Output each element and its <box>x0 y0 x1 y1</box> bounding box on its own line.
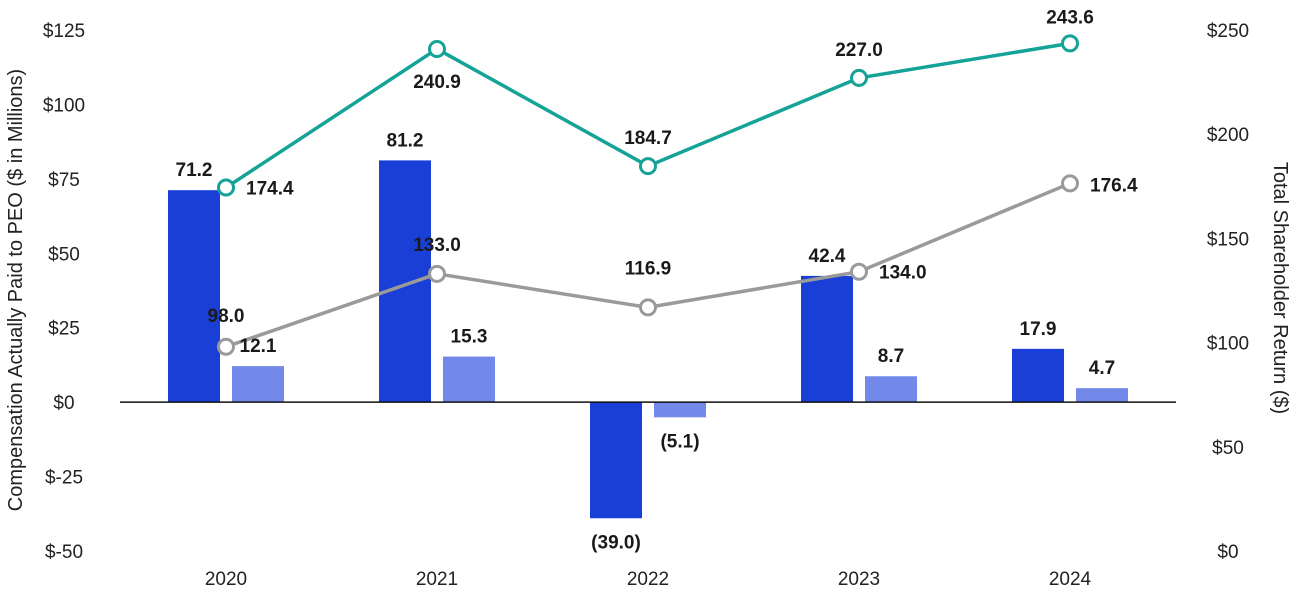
data-label-peer-2024: 176.4 <box>1090 175 1138 196</box>
y-right-tick-label: $50 <box>1212 438 1244 459</box>
data-label-company-2023: 227.0 <box>835 40 883 61</box>
data-label-peer-2021: 133.0 <box>413 235 461 256</box>
y-right-tick-label: $100 <box>1207 334 1249 355</box>
marker-company-2020 <box>217 178 235 197</box>
x-tick-label-2024: 2024 <box>1049 569 1092 590</box>
labels-layer: 71.2 81.2 (39.0) 42.4 17.9 12.1 15.3 (5.1) 8.7 4.… <box>176 7 1138 553</box>
data-label-peo-2022: (39.0) <box>591 532 641 553</box>
bar-peo-2021 <box>379 160 431 403</box>
y-left-tick-label: $0 <box>53 393 74 414</box>
marker-peer-2023 <box>850 262 868 281</box>
data-label-neo-2020: 12.1 <box>240 336 277 357</box>
marker-company-2021 <box>428 39 446 58</box>
bar-neo-2022 <box>654 402 706 418</box>
lines-layer <box>217 34 1079 356</box>
y-left-tick-label: $-25 <box>45 468 83 489</box>
x-tick-label-2023: 2023 <box>838 569 880 590</box>
x-tick-label-2022: 2022 <box>627 569 669 590</box>
data-label-peer-2020: 98.0 <box>208 306 245 327</box>
marker-company-2023 <box>850 68 868 87</box>
data-label-peo-2024: 17.9 <box>1020 319 1057 340</box>
y-right-tick-label: $250 <box>1207 21 1249 42</box>
data-label-neo-2024: 4.7 <box>1089 358 1115 379</box>
data-label-peer-2023: 134.0 <box>879 263 927 284</box>
data-label-company-2022: 184.7 <box>624 128 672 149</box>
ticks-layer: $125 $100 $75 $50 $25 $0 $-25 $-50 $250 $200 $150 $… <box>43 21 1249 590</box>
bar-neo-2021 <box>443 356 495 403</box>
y-left-tick-label: $100 <box>43 95 85 116</box>
data-label-neo-2021: 15.3 <box>451 327 488 348</box>
bars-layer <box>168 160 1128 519</box>
data-label-company-2021: 240.9 <box>413 72 461 93</box>
y-left-tick-label: $-50 <box>45 542 83 563</box>
data-label-company-2020: 174.4 <box>246 179 294 200</box>
data-label-peo-2023: 42.4 <box>809 246 846 267</box>
data-label-company-2024: 243.6 <box>1046 7 1094 28</box>
bar-neo-2023 <box>865 376 917 403</box>
y-axis-right-title: Total Shareholder Return ($) <box>1269 162 1291 414</box>
bar-neo-2024 <box>1076 388 1128 403</box>
marker-peer-2024 <box>1061 174 1079 193</box>
y-right-tick-label: $200 <box>1207 125 1249 146</box>
y-axis-left-title: Compensation Actually Paid to PEO ($ in … <box>5 69 27 511</box>
data-label-peo-2020: 71.2 <box>176 160 213 181</box>
y-left-tick-label: $75 <box>48 170 80 191</box>
y-left-tick-label: $25 <box>48 319 80 340</box>
marker-peer-2021 <box>428 264 446 283</box>
y-right-tick-label: $0 <box>1217 542 1238 563</box>
bar-peo-2023 <box>801 275 853 403</box>
y-left-tick-label: $50 <box>48 244 80 265</box>
bar-peo-2022 <box>590 402 642 519</box>
y-left-tick-label: $125 <box>43 21 85 42</box>
data-label-neo-2023: 8.7 <box>878 346 904 367</box>
x-tick-label-2020: 2020 <box>205 569 247 590</box>
bar-peo-2024 <box>1012 348 1064 403</box>
bar-peo-2020 <box>168 190 220 403</box>
marker-peer-2020 <box>217 337 235 356</box>
data-label-peer-2022: 116.9 <box>625 258 672 279</box>
data-label-neo-2022: (5.1) <box>660 431 699 452</box>
marker-company-2024 <box>1061 34 1079 53</box>
marker-company-2022 <box>639 157 657 176</box>
marker-peer-2022 <box>639 298 657 317</box>
x-tick-label-2021: 2021 <box>416 569 458 590</box>
data-label-peo-2021: 81.2 <box>387 130 424 151</box>
bar-neo-2020 <box>232 366 284 403</box>
y-right-tick-label: $150 <box>1207 229 1249 250</box>
